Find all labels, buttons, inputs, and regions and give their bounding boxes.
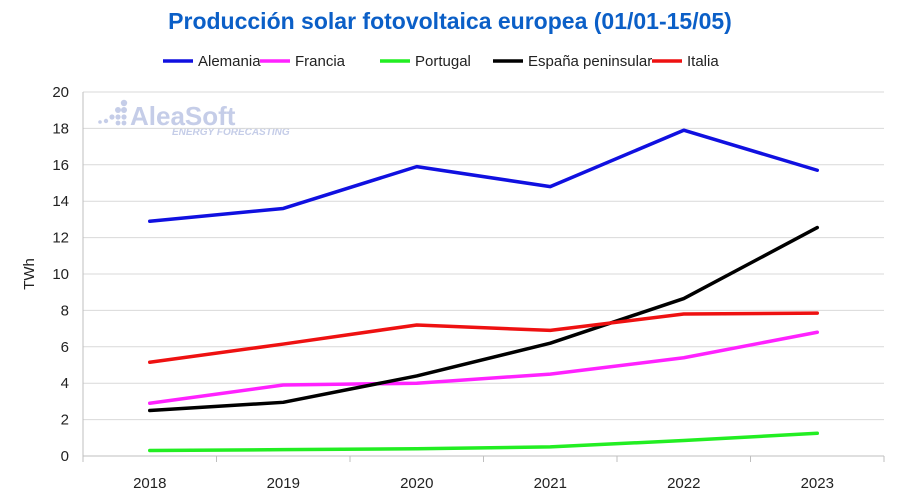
series-line-españa-peninsular xyxy=(148,225,819,413)
legend-item: Francia xyxy=(260,53,346,70)
logo-dot xyxy=(121,107,127,113)
y-tick-label: 0 xyxy=(61,448,69,465)
x-tick-label: 2020 xyxy=(400,475,433,492)
legend-item: Portugal xyxy=(380,53,471,70)
legend-item: Italia xyxy=(652,53,719,70)
logo-dot xyxy=(121,114,127,120)
x-tick-label: 2022 xyxy=(667,475,700,492)
dots-logo-icon xyxy=(98,99,128,126)
y-tick-label: 18 xyxy=(52,120,69,137)
logo-dot xyxy=(115,107,121,113)
x-tick-label: 2018 xyxy=(133,475,166,492)
logo-dot xyxy=(109,114,115,120)
y-tick-label: 6 xyxy=(61,339,69,356)
chart-title: Producción solar fotovoltaica europea (0… xyxy=(168,8,732,34)
y-tick-label: 14 xyxy=(52,193,69,210)
axes xyxy=(82,92,885,462)
y-tick-label: 8 xyxy=(61,302,69,319)
legend-label: Italia xyxy=(687,53,719,70)
y-tick-label: 12 xyxy=(52,230,69,247)
logo-dot xyxy=(115,114,121,120)
legend-label: Francia xyxy=(295,53,346,70)
watermark: AleaSoft ENERGY FORECASTING xyxy=(98,99,290,138)
x-tick-label: 2023 xyxy=(801,475,834,492)
logo-dot xyxy=(103,118,109,124)
logo-dot xyxy=(98,120,102,124)
logo-dot xyxy=(121,120,127,126)
series-line-alemania xyxy=(148,128,819,223)
legend-label: Alemania xyxy=(198,53,261,70)
y-axis-label: TWh xyxy=(21,258,38,290)
series-line-portugal xyxy=(148,431,819,453)
legend: Alemania Francia Portugal España peninsular… xyxy=(163,53,719,70)
legend-label: Portugal xyxy=(415,53,471,70)
x-tick-label: 2019 xyxy=(267,475,300,492)
series-lines xyxy=(148,128,819,453)
y-tick-label: 16 xyxy=(52,157,69,174)
legend-label: España peninsular xyxy=(528,53,652,70)
y-tick-label: 4 xyxy=(61,375,69,392)
y-tick-label: 10 xyxy=(52,266,69,283)
x-tick-labels: 2018 2019 2020 2021 2022 2023 xyxy=(133,475,834,492)
watermark-tagline: ENERGY FORECASTING xyxy=(172,127,290,138)
gridlines xyxy=(83,91,884,421)
legend-item: España peninsular xyxy=(493,53,652,70)
logo-dot xyxy=(120,99,128,107)
y-tick-label: 2 xyxy=(61,412,69,429)
x-tick-label: 2021 xyxy=(534,475,567,492)
watermark-brand: AleaSoft xyxy=(130,101,236,131)
series-line-italia xyxy=(148,311,819,365)
logo-dot xyxy=(115,120,121,126)
y-tick-labels: 0 2 4 6 8 10 12 14 16 18 20 xyxy=(52,84,69,465)
legend-item: Alemania xyxy=(163,53,261,70)
series-line-francia xyxy=(148,330,819,405)
y-tick-label: 20 xyxy=(52,84,69,101)
